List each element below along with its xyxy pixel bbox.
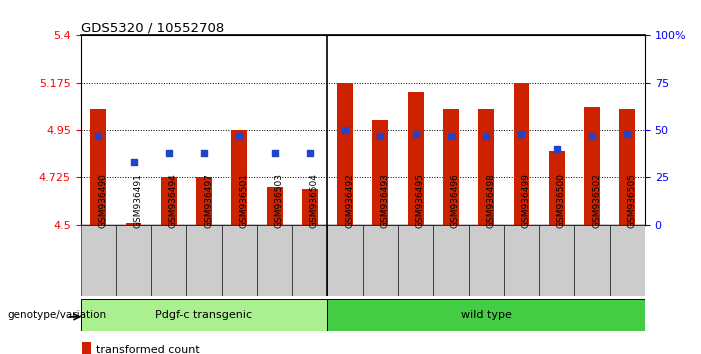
Point [128, 159, 139, 165]
Bar [549, 151, 565, 225]
Text: GSM936496: GSM936496 [451, 173, 460, 228]
Text: GSM936502: GSM936502 [592, 173, 601, 228]
Text: GSM936503: GSM936503 [275, 173, 284, 228]
Text: GSM936492: GSM936492 [345, 173, 354, 228]
Text: wild type: wild type [461, 310, 512, 320]
Text: transformed count: transformed count [97, 345, 200, 354]
Text: GSM936490: GSM936490 [98, 173, 107, 228]
Bar [337, 83, 353, 225]
Text: GSM936499: GSM936499 [522, 173, 531, 228]
Point [233, 133, 245, 139]
Point [198, 150, 210, 156]
Text: GSM936491: GSM936491 [133, 173, 142, 228]
Point [163, 150, 175, 156]
Point [410, 131, 421, 137]
Bar [584, 107, 600, 225]
Text: GSM936495: GSM936495 [416, 173, 425, 228]
Text: GSM936494: GSM936494 [169, 173, 178, 228]
Bar [90, 109, 106, 225]
Point [304, 150, 315, 156]
Bar [327, 299, 645, 331]
Bar [620, 109, 635, 225]
Bar [257, 225, 292, 296]
Point [551, 146, 562, 152]
Bar [302, 189, 318, 225]
Bar [116, 225, 151, 296]
Text: GSM936493: GSM936493 [381, 173, 389, 228]
Text: GDS5320 / 10552708: GDS5320 / 10552708 [81, 21, 224, 34]
Bar [443, 109, 459, 225]
Bar [82, 342, 90, 354]
Bar [363, 225, 398, 296]
Text: Pdgf-c transgenic: Pdgf-c transgenic [156, 310, 252, 320]
Bar [610, 225, 645, 296]
Bar [408, 92, 423, 225]
Bar [327, 225, 363, 296]
Bar [574, 225, 610, 296]
Point [516, 131, 527, 137]
Bar [504, 225, 539, 296]
Bar [186, 225, 222, 296]
Bar [161, 177, 177, 225]
Bar [478, 109, 494, 225]
Point [445, 133, 456, 139]
Text: genotype/variation: genotype/variation [7, 310, 106, 320]
Bar [266, 187, 283, 225]
Point [587, 133, 598, 139]
Point [622, 131, 633, 137]
Point [481, 133, 492, 139]
Point [93, 133, 104, 139]
Bar [398, 225, 433, 296]
Text: GSM936500: GSM936500 [557, 173, 566, 228]
Point [375, 133, 386, 139]
Bar [433, 225, 468, 296]
Bar [539, 225, 574, 296]
Bar [151, 225, 186, 296]
Text: GSM936498: GSM936498 [486, 173, 495, 228]
Bar [196, 177, 212, 225]
Bar [514, 83, 529, 225]
Bar [81, 299, 327, 331]
Bar [231, 130, 247, 225]
Bar [468, 225, 504, 296]
Bar [372, 120, 388, 225]
Point [269, 150, 280, 156]
Text: GSM936501: GSM936501 [239, 173, 248, 228]
Text: GSM936497: GSM936497 [204, 173, 213, 228]
Text: GSM936504: GSM936504 [310, 173, 319, 228]
Bar [222, 225, 257, 296]
Bar [292, 225, 327, 296]
Point [339, 127, 350, 133]
Text: GSM936505: GSM936505 [627, 173, 637, 228]
Bar [125, 223, 142, 225]
Bar [81, 225, 116, 296]
